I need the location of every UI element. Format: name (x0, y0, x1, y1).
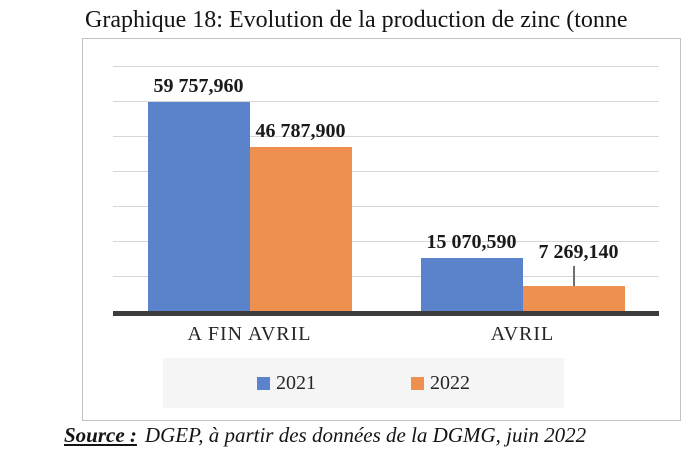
legend-item-2021: 2021 (257, 372, 316, 395)
legend-swatch-2022 (411, 376, 424, 390)
category-label-a-fin-avril: A FIN AVRIL (187, 323, 312, 345)
bar-2022-avril (522, 285, 625, 311)
source-text: DGEP, à partir des données de la DGMG, j… (144, 423, 587, 447)
chart-caption: Graphique 18: Evolution de la production… (85, 7, 628, 33)
legend: 2021 2022 (163, 358, 564, 408)
source-label: Source : (64, 423, 137, 447)
source-line: Source : DGEP, à partir des données de la… (64, 423, 586, 448)
legend-swatch-2021 (257, 376, 270, 390)
legend-label-2021: 2021 (276, 371, 316, 394)
x-axis-line (113, 311, 659, 316)
label-leader-line (572, 265, 575, 286)
chart-frame: 59 757,960 46 787,900 15 070,590 7 269,140 … (82, 38, 681, 421)
legend-item-2022: 2022 (411, 372, 470, 395)
gridline (113, 171, 659, 172)
gridline (113, 101, 659, 102)
bar-2022-a-fin-avril (249, 147, 352, 311)
gridline (113, 136, 659, 137)
gridline (113, 206, 659, 207)
data-label-2021-avril: 15 070,590 (426, 231, 517, 254)
data-label-2022-avril: 7 269,140 (538, 240, 619, 263)
legend-label-2022: 2022 (430, 371, 470, 394)
category-label-avril: AVRIL (490, 323, 555, 345)
data-label-2022-a-fin-avril: 46 787,900 (255, 120, 346, 143)
gridline (113, 241, 659, 242)
bar-2021-a-fin-avril (147, 101, 250, 311)
plot-area: 59 757,960 46 787,900 15 070,590 7 269,140 (113, 66, 659, 311)
gridline (113, 66, 659, 67)
category-axis: A FIN AVRIL AVRIL (113, 323, 659, 346)
gridline (113, 276, 659, 277)
bar-2021-avril (420, 258, 523, 311)
data-label-2021-a-fin-avril: 59 757,960 (153, 74, 244, 97)
